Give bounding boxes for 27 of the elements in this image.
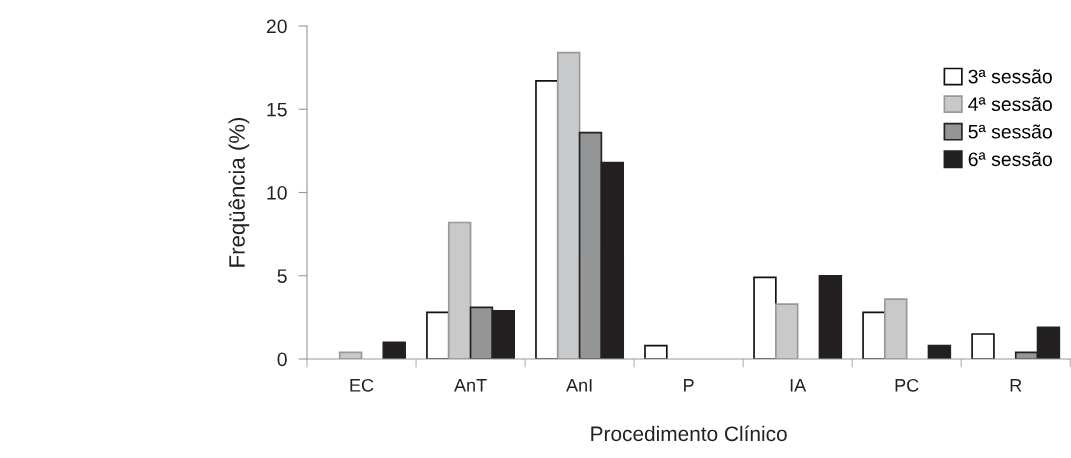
x-tick-label: R [1010,379,1022,392]
bar [971,333,995,359]
y-axis-title: Freqüência (%) [228,117,250,267]
x-tick-label: EC [350,378,374,392]
x-tick-label: AnT [454,379,487,392]
x-axis-title: Procedimento Clínico [591,425,787,442]
bar [818,274,843,359]
y-tick-label: 15 [267,102,287,117]
legend-label: 4ª sessão [968,96,1052,112]
bar [382,341,406,359]
bar [862,311,886,359]
bar [426,311,450,359]
bar [753,276,777,359]
legend-label: 3ª sessão [968,69,1052,84]
bar [927,344,952,359]
x-tick-label: AnI [566,379,592,392]
bar [535,80,559,359]
x-tick-label: PC [895,378,919,392]
x-tick-label: P [684,379,694,392]
bar [644,344,668,359]
legend-label: 5ª sessão [968,124,1052,139]
legend-label: 6ª sessão [968,152,1052,167]
y-tick-label: 20 [266,19,287,34]
y-tick-label: 0 [277,352,287,367]
x-tick-label: IA [790,379,807,392]
y-tick-label: 10 [267,185,287,200]
y-tick-label: 5 [277,269,287,283]
